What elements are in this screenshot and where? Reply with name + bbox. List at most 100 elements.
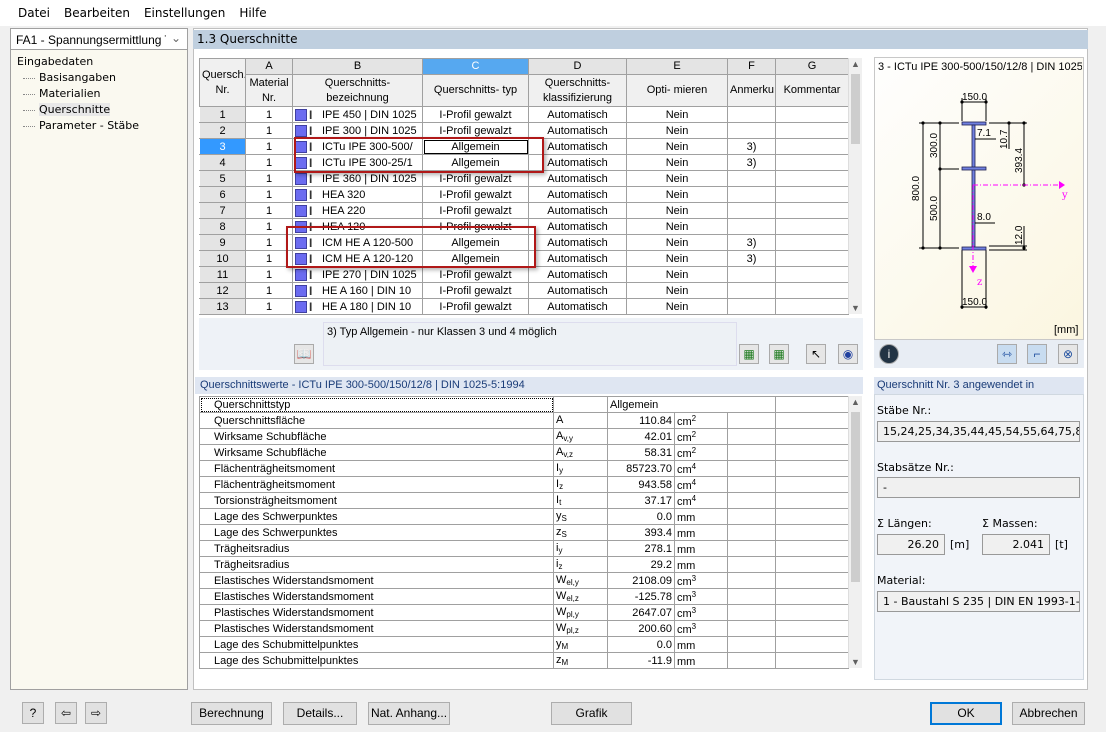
cell-komm[interactable] <box>775 106 849 123</box>
cell-opt[interactable]: Nein <box>626 250 728 267</box>
nat-anhang-button[interactable]: Nat. Anhang... <box>368 702 450 725</box>
cell-anm[interactable] <box>727 202 776 219</box>
cell-klass[interactable]: Automatisch <box>528 106 627 123</box>
cell-material[interactable]: 1 <box>245 186 293 203</box>
cell-nr[interactable]: 8 <box>199 218 246 235</box>
cell-opt[interactable]: Nein <box>626 106 728 123</box>
cell-komm[interactable] <box>775 266 849 283</box>
cell-material[interactable]: 1 <box>245 298 293 315</box>
table-row[interactable]: 4 1 I ICTu IPE 300-25/1 Allgemein Automatisch… <box>199 154 849 171</box>
cell-anm[interactable]: 3) <box>727 154 776 171</box>
cell-anm[interactable] <box>727 122 776 139</box>
cell-klass[interactable]: Automatisch <box>528 170 627 187</box>
cell-opt[interactable]: Nein <box>626 202 728 219</box>
cell-klass[interactable]: Automatisch <box>528 234 627 251</box>
cell-opt[interactable]: Nein <box>626 170 728 187</box>
cell-name[interactable]: I IPE 450 | DIN 1025 <box>292 106 423 123</box>
cell-nr[interactable]: 10 <box>199 250 246 267</box>
value-row[interactable]: Flächenträgheitsmoment Iy 85723.70 cm4 <box>199 460 850 477</box>
cell-nr[interactable]: 11 <box>199 266 246 283</box>
tree-item-parameter-staebe[interactable]: Parameter - Stäbe <box>17 118 139 134</box>
table-row[interactable]: 1 1 I IPE 450 | DIN 1025 I-Profil gewalzt Aut… <box>199 106 849 123</box>
top-table-scrollbar[interactable]: ▲ ▼ <box>848 58 862 314</box>
scroll-up-arrow-icon[interactable]: ▲ <box>851 59 860 69</box>
cell-typ[interactable]: I-Profil gewalzt <box>422 298 529 315</box>
cell-nr[interactable]: 9 <box>199 234 246 251</box>
cell-komm[interactable] <box>775 122 849 139</box>
cell-komm[interactable] <box>775 234 849 251</box>
cell-material[interactable]: 1 <box>245 138 293 155</box>
scroll-down-arrow-icon[interactable]: ▼ <box>851 303 860 313</box>
cell-anm[interactable] <box>727 266 776 283</box>
cell-material[interactable]: 1 <box>245 106 293 123</box>
cell-typ[interactable]: I-Profil gewalzt <box>422 170 529 187</box>
grafik-button[interactable]: Grafik <box>551 702 632 725</box>
cell-anm[interactable] <box>727 186 776 203</box>
value-row[interactable]: Wirksame Schubfläche Av,z 58.31 cm2 <box>199 444 850 461</box>
cell-klass[interactable]: Automatisch <box>528 250 627 267</box>
cell-name[interactable]: I HEA 220 <box>292 202 423 219</box>
stabsaetze-field[interactable]: - <box>877 477 1080 498</box>
show-axes-icon[interactable]: ⌐ <box>1027 344 1047 364</box>
cell-nr[interactable]: 12 <box>199 282 246 299</box>
cell-anm[interactable] <box>727 282 776 299</box>
value-row[interactable]: Lage des Schubmittelpunktes zM -11.9 mm <box>199 652 850 669</box>
col-letter-e[interactable]: E <box>626 58 728 75</box>
value-row[interactable]: Elastisches Widerstandsmoment Wel,z -125.7… <box>199 588 850 605</box>
table-row[interactable]: 7 1 I HEA 220 I-Profil gewalzt Automatisch Nei… <box>199 202 849 219</box>
col-letter-c[interactable]: C <box>422 58 529 75</box>
cell-nr[interactable]: 5 <box>199 170 246 187</box>
cell-typ[interactable]: Allgemein <box>422 154 529 171</box>
case-select[interactable]: FA1 - Spannungsermittlung TH. ⌄ <box>11 29 187 50</box>
value-row[interactable]: Wirksame Schubfläche Av,y 42.01 cm2 <box>199 428 850 445</box>
cell-name[interactable]: I ICTu IPE 300-500/ <box>292 138 423 155</box>
table-row[interactable]: 11 1 I IPE 270 | DIN 1025 I-Profil gewalzt Au… <box>199 266 849 283</box>
value-row[interactable]: Querschnittsfläche A 110.84 cm2 <box>199 412 850 429</box>
cell-klass[interactable]: Automatisch <box>528 266 627 283</box>
scrollbar-thumb[interactable] <box>851 74 860 144</box>
cell-typ[interactable]: I-Profil gewalzt <box>422 266 529 283</box>
value-row[interactable]: Flächenträgheitsmoment Iz 943.58 cm4 <box>199 476 850 493</box>
value-row[interactable]: Torsionsträgheitsmoment It 37.17 cm4 <box>199 492 850 509</box>
cell-nr[interactable]: 2 <box>199 122 246 139</box>
excel-import-icon[interactable]: ▦ <box>769 344 789 364</box>
col-letter-b[interactable]: B <box>292 58 423 75</box>
material-field[interactable]: 1 - Baustahl S 235 | DIN EN 1993-1-1:200… <box>877 591 1080 612</box>
cell-komm[interactable] <box>775 298 849 315</box>
cell-typ[interactable]: Allgemein <box>422 234 529 251</box>
cell-material[interactable]: 1 <box>245 266 293 283</box>
cell-typ[interactable]: I-Profil gewalzt <box>422 106 529 123</box>
cell-anm[interactable]: 3) <box>727 250 776 267</box>
cell-klass[interactable]: Automatisch <box>528 282 627 299</box>
details-button[interactable]: Details... <box>283 702 357 725</box>
cell-komm[interactable] <box>775 170 849 187</box>
cell-anm[interactable] <box>727 218 776 235</box>
cell-komm[interactable] <box>775 186 849 203</box>
value-row[interactable]: Querschnittstyp Allgemein <box>199 396 850 413</box>
menu-hilfe[interactable]: Hilfe <box>239 6 267 20</box>
cell-komm[interactable] <box>775 218 849 235</box>
cell-klass[interactable]: Automatisch <box>528 202 627 219</box>
cell-nr[interactable]: 3 <box>199 138 246 155</box>
cell-name[interactable]: I HEA 320 <box>292 186 423 203</box>
cell-typ[interactable]: Allgemein <box>422 138 529 155</box>
previous-page-icon[interactable]: ⇦ <box>55 702 77 724</box>
tree-root-eingabedaten[interactable]: Eingabedaten <box>17 55 94 68</box>
cell-komm[interactable] <box>775 154 849 171</box>
cell-klass[interactable]: Automatisch <box>528 186 627 203</box>
table-row[interactable]: 13 1 I HE A 180 | DIN 10 I-Profil gewalzt Aut… <box>199 298 849 315</box>
pick-cursor-icon[interactable]: ↖ <box>806 344 826 364</box>
cell-klass[interactable]: Automatisch <box>528 218 627 235</box>
ok-button[interactable]: OK <box>930 702 1002 725</box>
cell-nr[interactable]: 1 <box>199 106 246 123</box>
show-dimensions-icon[interactable]: ⇿ <box>997 344 1017 364</box>
cell-opt[interactable]: Nein <box>626 154 728 171</box>
value-row[interactable]: Plastisches Widerstandsmoment Wpl,z 200.60… <box>199 620 850 637</box>
menu-einstellungen[interactable]: Einstellungen <box>143 6 226 20</box>
help-icon[interactable]: ? <box>22 702 44 724</box>
cell-opt[interactable]: Nein <box>626 122 728 139</box>
table-row[interactable]: 12 1 I HE A 160 | DIN 10 I-Profil gewalzt Aut… <box>199 282 849 299</box>
scroll-down-arrow-icon[interactable]: ▼ <box>851 657 860 667</box>
excel-export-icon[interactable]: ▦ <box>739 344 759 364</box>
cell-anm[interactable]: 3) <box>727 234 776 251</box>
